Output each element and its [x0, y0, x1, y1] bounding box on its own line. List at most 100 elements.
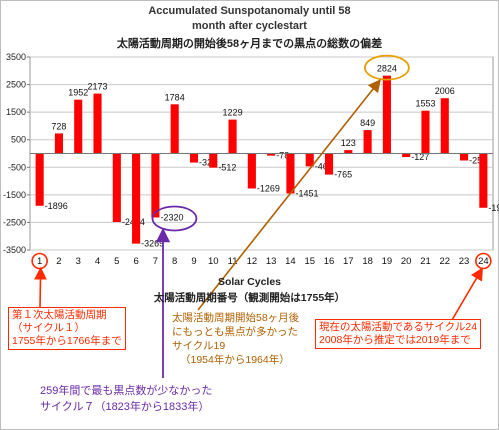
- data-label: 1229: [223, 108, 243, 118]
- x-tick-label: 19: [382, 256, 393, 267]
- x-tick-label: 21: [420, 256, 431, 267]
- y-tick-label: -500: [8, 162, 26, 172]
- cycle-7-highlight-ellipse: [151, 205, 198, 232]
- data-label: -329: [199, 158, 217, 168]
- data-label: -3269: [141, 239, 164, 249]
- x-tick-label: 2: [56, 256, 61, 267]
- annotation-cycle-1-line: （サイクル１）: [12, 322, 85, 334]
- chart-title-japanese: 太陽活動周期の開始後58ヶ月までの黒点の総数の偏差: [116, 38, 383, 50]
- y-tick-label: 2500: [6, 80, 26, 90]
- bar: [382, 75, 391, 154]
- bar: [170, 104, 179, 154]
- annotation-cycle-19-line: にもっとも黒点が多かった: [172, 326, 298, 338]
- data-label: 2006: [435, 86, 455, 96]
- data-label: -1896: [45, 201, 68, 211]
- x-axis-label: Solar Cycles: [217, 276, 282, 288]
- chart-subtitle: month after cyclestart: [192, 20, 307, 32]
- x-tick-label: 23: [459, 256, 470, 267]
- x-tick-label: 17: [343, 256, 354, 267]
- x-tick-label: 8: [172, 256, 177, 267]
- data-label: 2824: [377, 64, 397, 74]
- cycle-19-arrow: [197, 79, 381, 311]
- data-label: -1451: [295, 189, 318, 199]
- annotation-cycle-1: 第１次太陽活動周期 （サイクル１） 1755年から1766年まで: [8, 307, 126, 350]
- x-tick-label: 5: [114, 256, 119, 267]
- data-label: -765: [334, 170, 352, 180]
- bar: [324, 153, 334, 175]
- annotation-cycle-24: 現在の太陽活動であるサイクル24 2008年から推定では2019年まで: [315, 319, 482, 349]
- data-label: -1269: [257, 183, 280, 193]
- x-tick-label: 16: [324, 256, 335, 267]
- data-label: -512: [218, 163, 236, 173]
- data-label: -2320: [160, 212, 183, 222]
- annotation-cycle-19: 太陽活動周期開始58ヶ月後 にもっとも黒点が多かった サイクル19 （1954年…: [172, 311, 299, 367]
- data-label: 849: [360, 118, 375, 128]
- x-tick-label: 3: [76, 256, 81, 267]
- bar: [344, 150, 353, 154]
- annotation-cycle-19-line: 太陽活動周期開始58ヶ月後: [172, 312, 300, 324]
- bar: [402, 153, 411, 158]
- x-tick-label: 6: [133, 256, 138, 267]
- bar: [286, 153, 295, 194]
- annotation-cycle-7-line: サイクル７（1823年から1833年）: [40, 401, 210, 413]
- x-tick-label: 22: [439, 256, 450, 267]
- cycle-1-arrow: [34, 266, 47, 309]
- data-label: 123: [341, 138, 356, 148]
- data-label: -254: [469, 156, 487, 166]
- y-tick-label: 500: [11, 135, 26, 145]
- annotation-cycle-7: 259年間で最も黒点数が少なかった サイクル７（1823年から1833年）: [40, 383, 212, 415]
- y-tick-label: -2500: [3, 217, 26, 227]
- bar: [54, 133, 63, 154]
- bar: [421, 110, 430, 154]
- annotation-cycle-1-line: 1755年から1766年まで: [12, 335, 122, 347]
- x-tick-label: 14: [285, 256, 296, 267]
- x-tick-label: 1: [37, 256, 42, 267]
- y-tick-label: -1500: [3, 190, 26, 200]
- x-tick-label: 7: [153, 256, 158, 267]
- y-tick-label: 3500: [6, 52, 26, 62]
- cycle-19-highlight-ellipse: [363, 54, 410, 81]
- annotation-cycle-24-line: 現在の太陽活動であるサイクル24: [319, 321, 478, 333]
- annotation-cycle-7-line: 259年間で最も黒点数が少なかった: [40, 385, 213, 397]
- bar: [189, 153, 199, 163]
- annotation-cycle-1-line: 第１次太陽活動周期: [12, 309, 107, 321]
- data-label: -127: [411, 152, 429, 162]
- bar: [440, 98, 449, 154]
- bar: [363, 130, 372, 154]
- bar: [305, 153, 314, 167]
- bar: [151, 153, 160, 218]
- data-label: -466: [315, 161, 333, 171]
- bar: [267, 153, 276, 156]
- cycle-24-highlight-circle: [475, 252, 492, 270]
- data-label: 1952: [68, 88, 88, 98]
- x-tick-label: 20: [401, 256, 412, 267]
- x-axis-label-japanese: 太陽活動周期番号（観測開始は1755年）: [153, 292, 346, 304]
- x-tick-label: 11: [228, 256, 238, 267]
- bar: [460, 153, 469, 161]
- bar: [228, 119, 237, 154]
- x-tick-label: 10: [208, 256, 219, 267]
- x-tick-label: 24: [478, 256, 489, 267]
- bar: [35, 153, 44, 206]
- data-label: -78: [276, 151, 289, 161]
- annotation-cycle-24-line: 2008年から推定では2019年まで: [319, 334, 471, 346]
- data-label: 728: [51, 121, 66, 131]
- x-tick-label: 4: [95, 256, 100, 267]
- data-label: -1968: [488, 203, 499, 213]
- x-tick-label: 15: [304, 256, 315, 267]
- y-tick-label: 1500: [6, 107, 26, 117]
- x-tick-label: 9: [191, 256, 196, 267]
- bar: [209, 153, 218, 168]
- chart-title: Accumulated Sunspotanomaly until 58: [148, 5, 351, 17]
- data-label: 2173: [88, 82, 108, 92]
- data-label: 1784: [165, 92, 185, 102]
- bar: [247, 153, 256, 189]
- annotation-cycle-19-line: （1954年から1964年）: [180, 354, 290, 366]
- cycle-24-arrow: [451, 267, 483, 321]
- data-label: 1553: [415, 99, 435, 109]
- annotation-cycle-19-line: サイクル19: [172, 340, 226, 352]
- bar: [93, 93, 102, 154]
- x-tick-label: 12: [247, 256, 258, 267]
- x-tick-label: 13: [266, 256, 277, 267]
